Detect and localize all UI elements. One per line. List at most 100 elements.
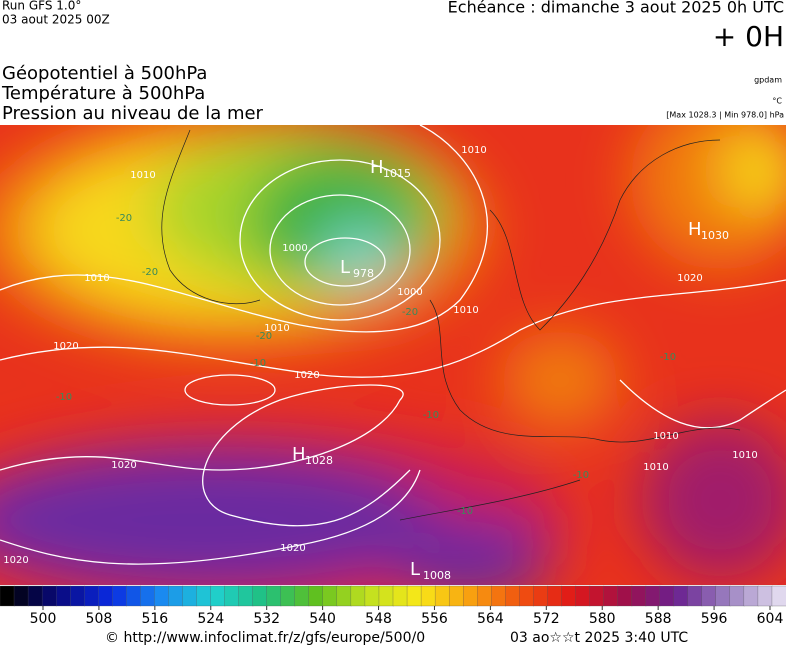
colorbar-swatch xyxy=(659,585,675,607)
colorbar-label: 540 xyxy=(309,611,336,627)
colorbar-swatch xyxy=(701,585,717,607)
isobar-label: 1010 xyxy=(130,170,155,181)
center-kind: L xyxy=(340,257,350,278)
colorbar-label: 548 xyxy=(365,611,392,627)
colorbar-swatch xyxy=(771,585,786,607)
colorbar: 500 508 516 524 532 540 548 556 564 572 580 588 596 6… xyxy=(0,585,786,627)
unit: gpdam xyxy=(754,76,782,85)
temperature-label: -20 xyxy=(116,213,132,224)
temperature-label: -10 xyxy=(56,392,72,403)
colorbar-swatch xyxy=(266,585,282,607)
colorbar-swatch xyxy=(378,585,394,607)
colorbar-swatch xyxy=(477,585,492,607)
isobar-label: 1020 xyxy=(677,273,702,284)
temperature-label: -10 xyxy=(457,506,473,517)
isobar-label: 1020 xyxy=(3,555,28,566)
colorbar-swatch xyxy=(617,585,633,607)
footer-timestamp: 03 ao☆☆t 2025 3:40 UTC xyxy=(510,630,688,646)
center-kind: H xyxy=(370,157,384,178)
colorbar-swatch xyxy=(84,585,99,607)
colorbar-label: 556 xyxy=(421,611,448,627)
center-value: 1028 xyxy=(305,454,333,467)
temperature-label: -10 xyxy=(573,470,589,481)
isobar-label: 1010 xyxy=(643,462,668,473)
colorbar-swatch xyxy=(336,585,352,607)
center-value: 978 xyxy=(353,267,374,280)
center-value: 1015 xyxy=(383,167,411,180)
colorbar-swatch xyxy=(406,585,422,607)
colorbar-swatch xyxy=(280,585,296,607)
isobar-label: 1010 xyxy=(653,431,678,442)
temperature-label: -20 xyxy=(402,307,418,318)
colorbar-swatch xyxy=(533,585,549,607)
pressure-range: [Max 1028.3 | Min 978.0] hPa xyxy=(666,111,784,120)
colorbar-swatch xyxy=(98,585,113,607)
offset: + 0H xyxy=(713,20,784,53)
colorbar-swatch xyxy=(196,585,212,607)
colorbar-swatch xyxy=(350,585,366,607)
colorbar-swatch xyxy=(294,585,310,607)
colorbar-swatch xyxy=(434,585,450,607)
colorbar-swatch xyxy=(645,585,661,607)
isobar-label: 1020 xyxy=(53,341,78,352)
center-kind: H xyxy=(292,444,306,465)
colorbar-swatch xyxy=(182,585,198,607)
colorbar-swatch xyxy=(575,585,591,607)
isobar-label: 1020 xyxy=(111,460,136,471)
temperature-label: -10 xyxy=(660,352,676,363)
colorbar-swatch xyxy=(0,585,15,607)
run: Run GFS 1.0° xyxy=(2,0,81,13)
colorbar-label: 604 xyxy=(757,611,784,627)
isobar-label: 1000 xyxy=(397,287,422,298)
colorbar-swatch xyxy=(420,585,436,607)
colorbar-swatch xyxy=(308,585,324,607)
colorbar-swatch xyxy=(631,585,647,607)
isobar-label: 1020 xyxy=(280,543,305,554)
colorbar-swatch xyxy=(41,585,57,607)
isobar-label: 1010 xyxy=(84,273,109,284)
colorbar-label: 500 xyxy=(30,611,57,627)
colorbar-swatch xyxy=(547,585,563,607)
footer-url: © http://www.infoclimat.fr/z/gfs/europe/… xyxy=(105,630,425,646)
colorbar-swatch xyxy=(392,585,408,607)
coastlines xyxy=(161,129,741,521)
field: Pression au niveau de la mer xyxy=(2,103,264,124)
colorbar-label: 580 xyxy=(589,611,616,627)
field: Température à 500hPa xyxy=(1,83,205,104)
colorbar-swatch xyxy=(743,585,759,607)
center-value: 1030 xyxy=(701,229,729,242)
colorbar-swatch xyxy=(252,585,268,607)
temperature-label: -10 xyxy=(423,410,439,421)
isobar-label: 1010 xyxy=(264,323,289,334)
isobar-label: 1020 xyxy=(294,370,319,381)
colorbar-label: 524 xyxy=(197,611,224,627)
colorbar-swatch xyxy=(238,585,254,607)
run-date: 03 aout 2025 00Z xyxy=(2,13,110,27)
colorbar-swatch xyxy=(140,585,156,607)
colorbar-swatch xyxy=(112,585,127,607)
colorbar-swatch xyxy=(505,585,520,607)
colorbar-swatch xyxy=(491,585,506,607)
colorbar-label: 532 xyxy=(253,611,280,627)
colorbar-swatch xyxy=(448,585,464,607)
colorbar-swatch xyxy=(589,585,605,607)
colorbar-swatch xyxy=(519,585,535,607)
map xyxy=(0,125,786,585)
colorbar-swatch xyxy=(364,585,380,607)
isobar-label: 1010 xyxy=(453,305,478,316)
colorbar-swatch xyxy=(687,585,703,607)
colorbar-swatch xyxy=(729,585,745,607)
colorbar-label: 572 xyxy=(533,611,560,627)
echeance: Echéance : dimanche 3 aout 2025 0h UTC xyxy=(448,0,784,17)
colorbar-swatch xyxy=(168,585,184,607)
center-kind: H xyxy=(688,219,702,240)
colorbar-label: 596 xyxy=(701,611,728,627)
center-kind: L xyxy=(410,559,420,580)
isobar-label: 1010 xyxy=(732,450,757,461)
isobar-label: 1010 xyxy=(461,145,486,156)
colorbar-swatch xyxy=(210,585,226,607)
isobars xyxy=(0,125,786,565)
colorbar-swatch xyxy=(715,585,731,607)
